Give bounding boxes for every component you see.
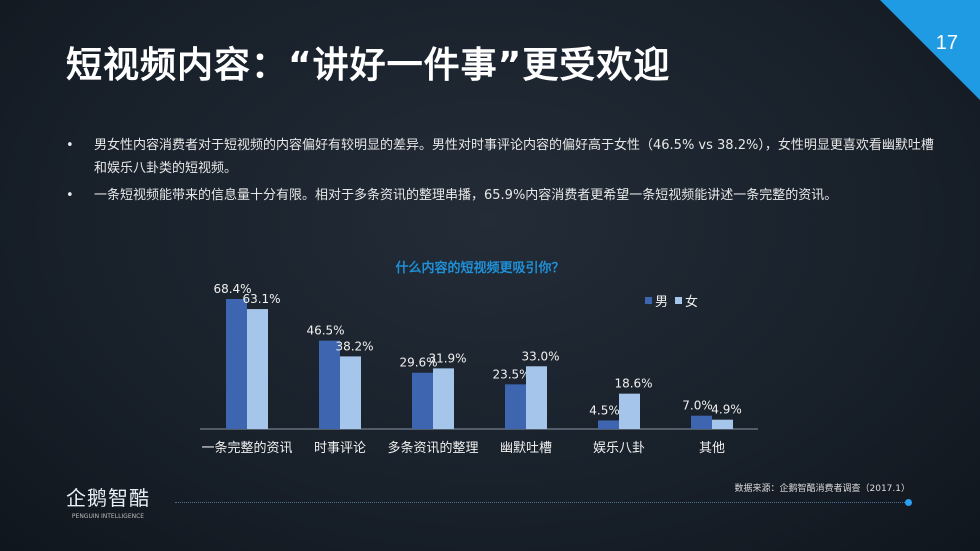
page-number: 17 xyxy=(935,32,958,54)
divider-dot xyxy=(905,499,912,506)
category-label: 幽默吐槽 xyxy=(500,440,552,456)
data-label: 31.9% xyxy=(428,351,466,365)
logo-name: 企鹅智酷 xyxy=(66,486,150,510)
data-label: 4.5% xyxy=(589,403,620,417)
data-label: 63.1% xyxy=(242,292,280,306)
bar-female xyxy=(433,368,454,429)
bullet-list: 男女性内容消费者对于短视频的内容偏好有较明显的差异。男性对时事评论内容的偏好高于… xyxy=(66,134,936,211)
category-label: 时事评论 xyxy=(314,441,366,456)
data-label: 4.9% xyxy=(711,403,742,417)
logo-tagline: PENGUIN INTELLIGENCE xyxy=(71,513,145,520)
legend-swatch xyxy=(645,297,652,304)
category-label: 多条资讯的整理 xyxy=(387,440,478,456)
logo: 企鹅智酷 PENGUIN INTELLIGENCE xyxy=(66,482,150,520)
bar-male xyxy=(691,415,712,429)
legend-label: 男 xyxy=(655,295,668,310)
bar-male xyxy=(226,299,247,429)
divider-line xyxy=(175,502,907,503)
page-corner-triangle xyxy=(880,0,980,100)
category-label: 一条完整的资讯 xyxy=(201,440,292,456)
data-label: 46.5% xyxy=(306,324,344,338)
bar-male xyxy=(412,372,433,429)
chart-title: 什么内容的短视频更吸引你？ xyxy=(395,260,564,276)
bar-female xyxy=(247,309,268,429)
data-label: 68.4% xyxy=(213,282,251,296)
data-label: 7.0% xyxy=(682,399,713,413)
category-label: 其他 xyxy=(699,441,725,456)
bar-female xyxy=(340,356,361,429)
legend-label: 女 xyxy=(685,294,698,310)
data-label: 33.0% xyxy=(521,349,559,363)
bar-female xyxy=(619,393,640,429)
legend-swatch xyxy=(675,297,682,304)
bar-male xyxy=(598,420,619,429)
data-label: 18.6% xyxy=(614,377,652,391)
bar-male xyxy=(505,384,526,429)
category-label: 娱乐八卦 xyxy=(593,441,645,456)
page-title: 短视频内容：“讲好一件事”更受欢迎 xyxy=(66,45,671,86)
bar-female xyxy=(712,419,733,429)
data-label: 29.6% xyxy=(399,356,437,370)
data-label: 38.2% xyxy=(335,339,373,353)
bullet-item: 一条短视频能带来的信息量十分有限。相对于多条资讯的整理串播，65.9%内容消费者… xyxy=(66,184,936,207)
data-label: 23.5% xyxy=(492,367,530,381)
bar-male xyxy=(319,340,340,429)
bullet-item: 男女性内容消费者对于短视频的内容偏好有较明显的差异。男性对时事评论内容的偏好高于… xyxy=(66,134,936,180)
data-source: 数据来源：企鹅智酷消费者调查（2017.1） xyxy=(734,484,911,494)
bar-female xyxy=(526,366,547,429)
